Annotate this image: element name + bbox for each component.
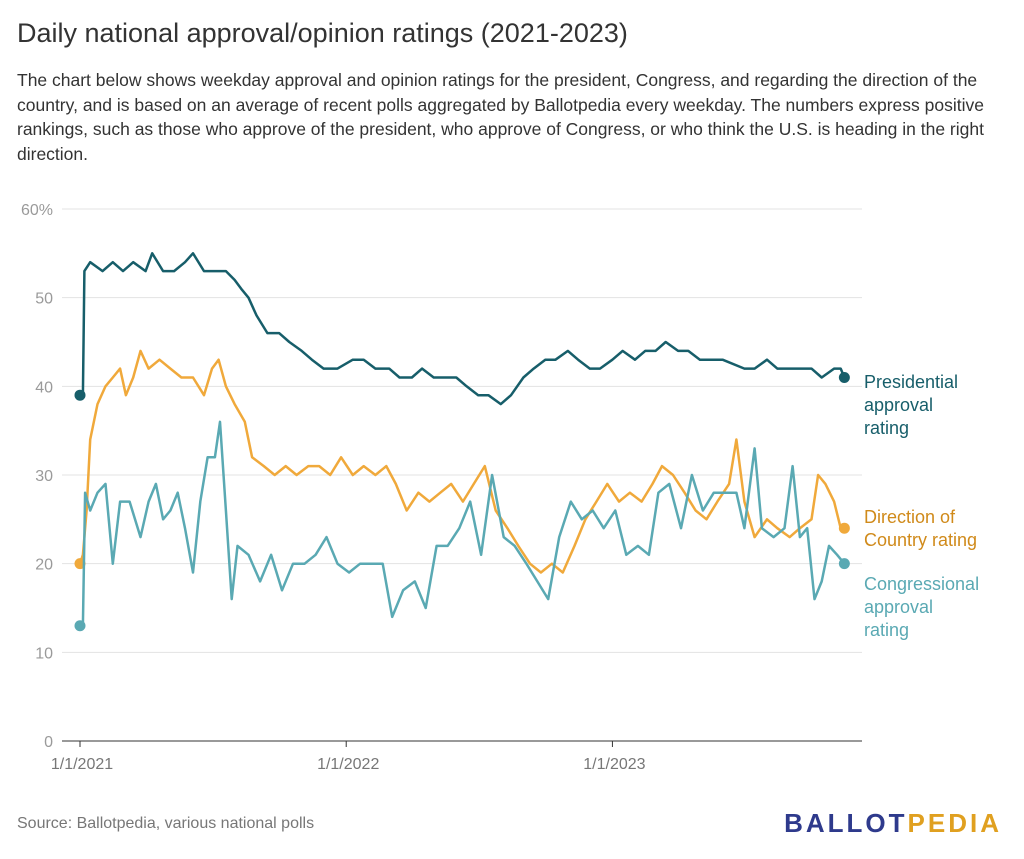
series-start-point — [74, 389, 86, 401]
series-label-congressional: Congressional approval rating — [864, 574, 979, 640]
y-tick-label: 40 — [35, 379, 53, 396]
y-tick-label: 20 — [35, 557, 53, 574]
x-tick-label: 1/1/2023 — [583, 756, 645, 773]
chart-title: Daily national approval/opinion ratings … — [17, 18, 628, 48]
series-line-presidential — [80, 252, 846, 406]
series-end-point — [838, 558, 850, 570]
series-lines — [74, 252, 850, 632]
grid-lines — [62, 208, 862, 742]
series-start-point — [74, 620, 86, 632]
y-tick-label: 60% — [21, 202, 53, 219]
y-tick-label: 30 — [35, 468, 53, 485]
series-line-congressional — [80, 420, 846, 627]
series-end-point — [838, 371, 850, 383]
series-end-point — [838, 522, 850, 534]
y-axis: 0 10 20 30 40 50 60% — [21, 202, 53, 751]
x-tick-label: 1/1/2021 — [51, 756, 113, 773]
source-note: Source: Ballotpedia, various national po… — [17, 815, 315, 832]
y-tick-label: 0 — [44, 734, 53, 751]
ballotpedia-logo: BALLOTPEDIA — [784, 808, 1002, 839]
y-tick-label: 10 — [35, 645, 53, 662]
series-line-direction — [78, 349, 845, 574]
y-tick-label: 50 — [35, 291, 53, 308]
logo-part-ballot: BALLOT — [784, 808, 908, 838]
series-label-direction: Direction of Country rating — [864, 507, 977, 550]
chart-subtitle: The chart below shows weekday approval a… — [17, 70, 984, 164]
logo-part-pedia: PEDIA — [907, 808, 1002, 838]
x-tick-label: 1/1/2022 — [317, 756, 379, 773]
series-label-presidential: Presidential approval rating — [864, 372, 958, 438]
x-axis: 1/1/2021 1/1/2022 1/1/2023 — [51, 741, 646, 773]
series-labels: Presidential approval rating Direction of Co… — [864, 372, 979, 640]
